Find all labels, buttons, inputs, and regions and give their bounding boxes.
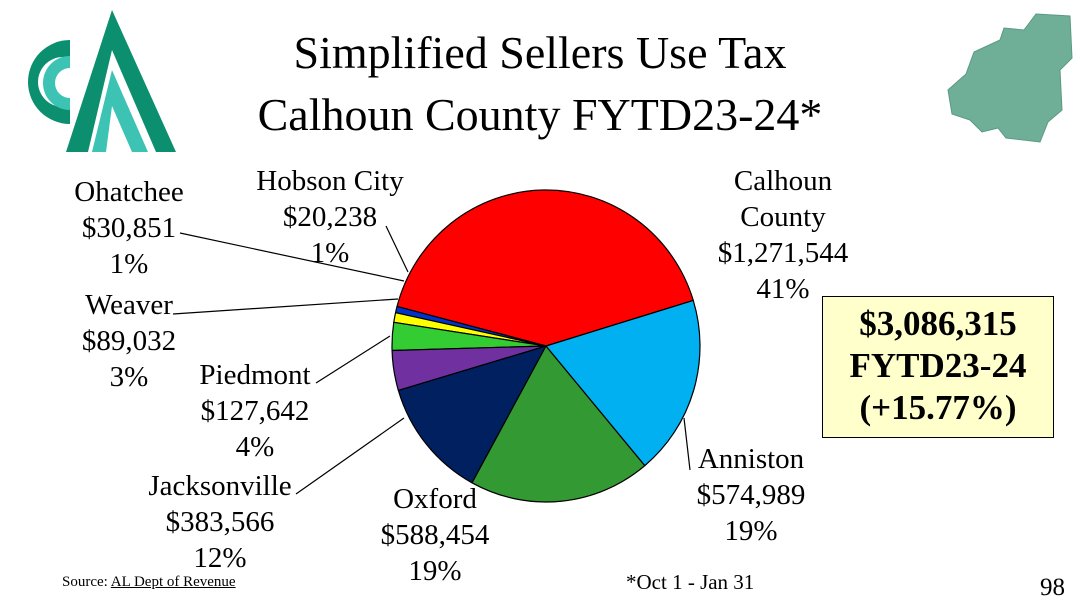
slice-name-hobson: Hobson City [256, 165, 404, 197]
slice-name-piedmont: Piedmont [199, 359, 311, 391]
slice-label-calhoun-county: Calhoun County $1,271,544 41% [703, 163, 863, 307]
total-change: (+15.77%) [859, 388, 1017, 427]
pie-slice-anniston [545, 299, 701, 467]
leader-lines [172, 225, 691, 495]
slice-label-jacksonville: Jacksonville $383,566 12% [120, 468, 320, 576]
slice-value-piedmont: $127,642 [200, 395, 310, 427]
slice-label-weaver: Weaver $89,032 3% [54, 287, 204, 395]
slice-label-ohatchee: Ohatchee $30,851 1% [54, 174, 204, 282]
slice-value-oxford: $588,454 [380, 519, 490, 551]
total-summary-box: $3,086,315 FYTD23-24 (+15.77%) [822, 296, 1054, 438]
leader-line-anniston [683, 417, 691, 471]
slice-pct-piedmont: 4% [235, 431, 275, 463]
logo-mountain-light [92, 70, 148, 152]
chart-title-line2: Calhoun County FYTD23-24* [257, 89, 823, 140]
county-map-icon [947, 13, 1073, 143]
slice-label-hobson-city: Hobson City $20,238 1% [240, 163, 420, 271]
total-amount: $3,086,315 [859, 304, 1017, 343]
leader-line-ohatchee [179, 232, 405, 282]
pie-slice-calhoun-county [396, 189, 694, 347]
slice-name-jacksonville: Jacksonville [148, 470, 292, 502]
page-number: 98 [1040, 574, 1065, 601]
logo-c-shape [28, 40, 70, 124]
leader-line-piedmont [315, 335, 391, 384]
slice-pct-weaver: 3% [109, 361, 149, 393]
logo-c-inner [43, 56, 70, 110]
slice-label-piedmont: Piedmont $127,642 4% [180, 357, 330, 465]
slice-pct-oxford: 19% [408, 555, 462, 587]
slice-value-ohatchee: $30,851 [81, 212, 177, 244]
slice-name-calhoun-line2: County [740, 201, 826, 233]
slice-pct-hobson: 1% [310, 237, 350, 269]
slice-pct-calhoun: 41% [756, 273, 810, 305]
leader-line-hobson-city [385, 225, 409, 273]
slice-value-calhoun: $1,271,544 [717, 237, 849, 269]
source-note: Source: AL Dept of Revenue [62, 574, 236, 591]
slice-value-jacksonville: $383,566 [165, 506, 275, 538]
slice-pct-anniston: 19% [724, 515, 778, 547]
slice-name-anniston: Anniston [697, 443, 805, 475]
slice-pct-ohatchee: 1% [109, 248, 149, 280]
logo-mountain-dark [66, 10, 176, 152]
slice-name-calhoun-line1: Calhoun [733, 165, 833, 197]
slice-label-oxford: Oxford $588,454 19% [360, 481, 510, 589]
pie-slices [391, 189, 701, 503]
pie-slice-jacksonville [397, 345, 547, 484]
slice-value-hobson: $20,238 [282, 201, 378, 233]
slice-value-anniston: $574,989 [696, 479, 806, 511]
slice-value-weaver: $89,032 [81, 325, 177, 357]
slice-name-oxford: Oxford [393, 483, 477, 515]
leader-line-jacksonville [295, 417, 405, 495]
total-period: FYTD23-24 [849, 346, 1027, 385]
slice-pct-jacksonville: 12% [193, 542, 247, 574]
chart-title-line1: Simplified Sellers Use Tax [293, 27, 787, 78]
source-label: Source: [62, 574, 108, 590]
county-map-shape [947, 13, 1073, 143]
footnote: *Oct 1 - Jan 31 [626, 570, 755, 594]
pie-slice-oxford [471, 345, 646, 503]
slice-name-weaver: Weaver [85, 289, 173, 321]
slice-name-ohatchee: Ohatchee [74, 176, 184, 208]
county-logo [28, 10, 176, 152]
source-link[interactable]: AL Dept of Revenue [110, 574, 236, 590]
slice-label-anniston: Anniston $574,989 19% [676, 441, 826, 549]
leader-line-weaver [172, 298, 399, 315]
